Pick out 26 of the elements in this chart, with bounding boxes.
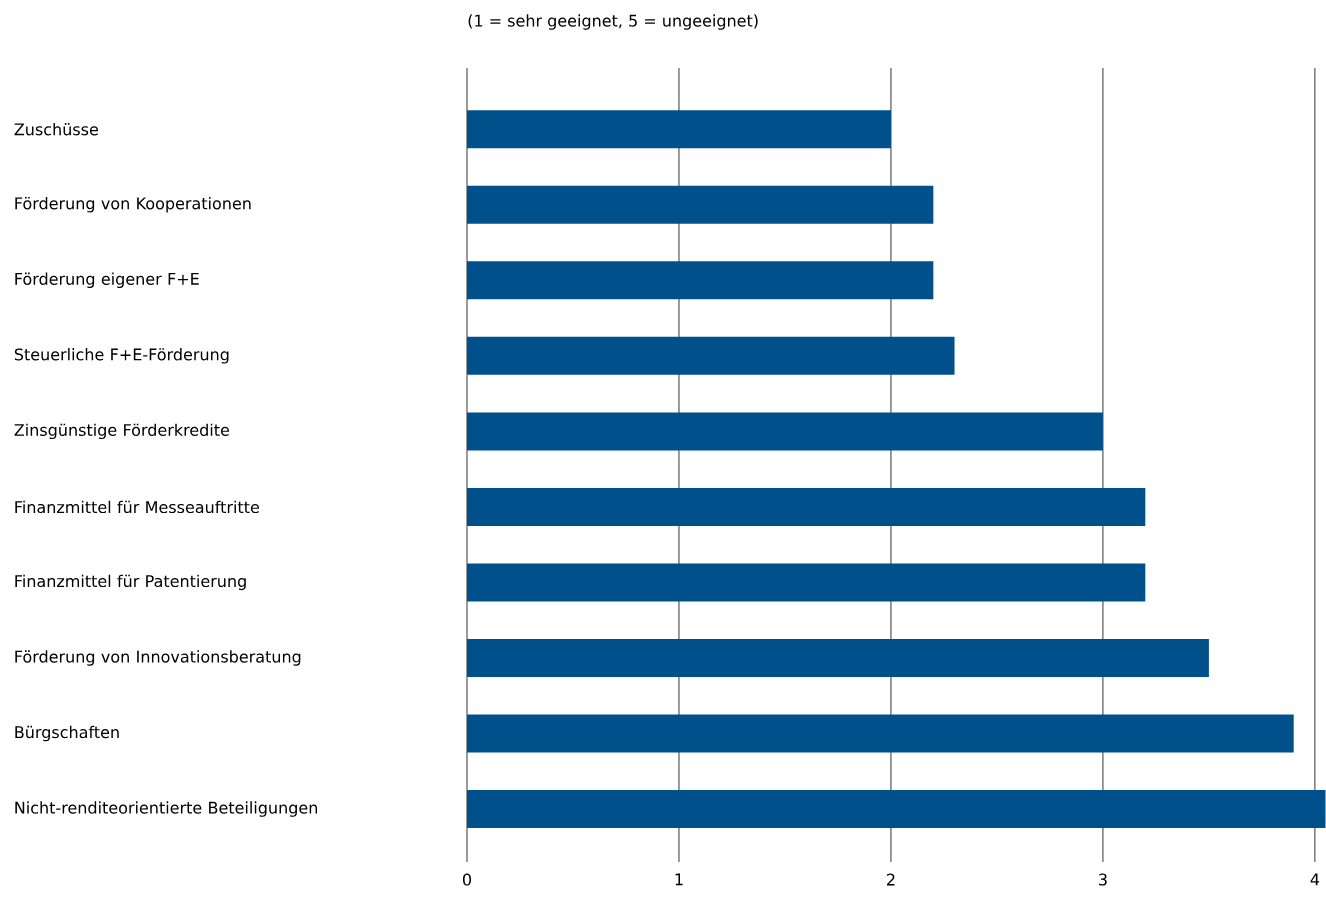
bar: [467, 639, 1209, 678]
bar: [467, 563, 1146, 602]
y-tick-label: Finanzmittel für Messeauftritte: [15, 500, 259, 514]
bar: [467, 790, 1326, 829]
x-tick-label: 0: [462, 873, 472, 886]
bar: [467, 336, 955, 375]
y-tick-label: Förderung eigener F+E: [15, 272, 199, 289]
bar: [467, 714, 1294, 753]
y-tick-label: Zinsgünstige Förderkredite: [14, 423, 230, 440]
x-tick-label: 1: [675, 873, 683, 886]
y-tick-label: Zuschüsse: [14, 123, 98, 136]
bar: [467, 412, 1103, 451]
bar: [467, 110, 891, 149]
bar: [467, 487, 1146, 526]
x-tick-label: 2: [887, 873, 895, 886]
y-tick-label: Förderung von Innovationsberatung: [15, 650, 301, 666]
y-tick-label: Förderung von Kooperationen: [15, 197, 251, 213]
x-tick-label: 3: [1099, 873, 1107, 886]
x-tick-label: 4: [1310, 873, 1320, 886]
y-tick-label: Steuerliche F+E-Förderung: [14, 348, 229, 364]
y-tick-label: Finanzmittel für Patentierung: [15, 574, 246, 591]
chart-title: (1 = sehr geeignet, 5 = ungeeignet): [468, 14, 758, 30]
bar: [467, 185, 934, 224]
bar: [467, 261, 934, 300]
y-tick-label: Nicht-renditeorientierte Beteiligungen: [15, 801, 318, 817]
y-tick-label: Bürgschaften: [15, 725, 119, 742]
